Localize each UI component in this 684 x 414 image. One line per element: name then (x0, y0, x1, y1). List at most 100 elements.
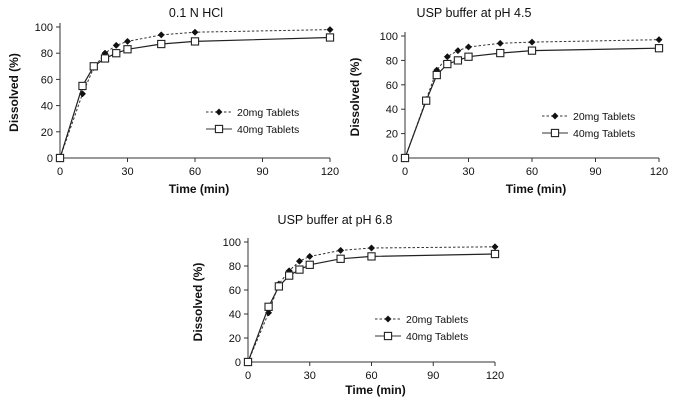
series-line (404, 47, 660, 159)
series-line (404, 39, 660, 159)
legend-label: 40mg Tablets (237, 124, 299, 136)
data-point (464, 43, 473, 51)
series-20mg (401, 36, 663, 162)
legend-label: 40mg Tablets (406, 331, 468, 343)
x-tick-label: 60 (365, 370, 377, 382)
legend-marker (383, 331, 393, 341)
x-axis-title: Time (min) (169, 182, 229, 196)
data-point (157, 39, 166, 49)
series-line (247, 253, 496, 363)
legend-marker (214, 124, 224, 134)
y-tick-label: 60 (386, 80, 398, 92)
data-point (325, 33, 335, 42)
x-tick-label: 0 (402, 166, 408, 178)
x-tick-label: 0 (57, 166, 63, 178)
data-point (264, 302, 273, 311)
data-point (78, 81, 87, 91)
data-point (432, 70, 441, 80)
data-point (422, 96, 431, 105)
legend: 20mg Tablets 40mg Tablets (542, 111, 635, 140)
x-tick-label: 90 (256, 166, 268, 178)
y-tick-label: 40 (386, 104, 398, 116)
legend: 20mg Tablets 40mg Tablets (206, 107, 299, 136)
chart-ph-4-5: USP buffer at pH 4.5 0 20 40 60 80 100 0 30 60 90 1… (348, 6, 668, 196)
data-point (443, 59, 452, 69)
x-tick-label: 0 (245, 370, 251, 382)
series-line (59, 29, 331, 159)
x-tick-label: 90 (589, 166, 601, 178)
y-axis-title: Dissolved (%) (7, 53, 21, 132)
legend-marker (550, 128, 560, 138)
y-tick-label: 20 (229, 333, 241, 345)
y-tick-label: 80 (41, 48, 53, 60)
y-tick-label: 60 (229, 285, 241, 297)
x-tick-label: 30 (304, 370, 316, 382)
data-point (306, 252, 314, 260)
chart-title: USP buffer at pH 4.5 (417, 6, 532, 20)
data-point (55, 153, 65, 163)
y-tick-label: 100 (223, 237, 241, 249)
legend-label: 20mg Tablets (406, 314, 468, 326)
data-point (496, 48, 505, 58)
x-tick-label: 30 (462, 166, 474, 178)
y-tick-label: 40 (229, 309, 241, 321)
data-point (496, 39, 504, 47)
data-point (305, 260, 314, 269)
data-point (112, 49, 121, 58)
data-point (89, 62, 98, 71)
data-point (527, 46, 537, 55)
y-axis-title: Dissolved (%) (348, 58, 362, 137)
y-tick-label: 20 (41, 127, 53, 139)
data-point (400, 153, 410, 163)
chart-title: 0.1 N HCl (169, 6, 223, 20)
y-tick-label: 80 (229, 261, 241, 273)
data-point (654, 44, 664, 53)
y-tick-label: 80 (386, 55, 398, 67)
legend-marker (215, 108, 223, 116)
x-tick-label: 120 (650, 166, 668, 178)
legend-label: 20mg Tablets (237, 107, 299, 119)
data-point (112, 41, 120, 49)
data-point (443, 53, 451, 61)
y-tick-label: 0 (47, 153, 53, 165)
series-20mg (56, 26, 334, 162)
legend-marker (551, 112, 559, 120)
data-point (367, 244, 376, 252)
y-tick-label: 20 (386, 129, 398, 141)
legend-label: 20mg Tablets (573, 111, 635, 123)
series-40mg (55, 33, 335, 163)
data-point (157, 31, 165, 39)
data-point (274, 282, 284, 291)
data-point (491, 243, 499, 251)
x-axis-title: Time (min) (506, 182, 566, 196)
legend: 20mg Tablets 40mg Tablets (375, 314, 468, 343)
series-line (59, 36, 331, 159)
data-point (336, 254, 345, 263)
y-tick-label: 60 (41, 74, 53, 86)
data-point (190, 37, 200, 46)
data-point (123, 45, 132, 54)
y-tick-label: 0 (392, 153, 398, 165)
data-point (295, 257, 304, 265)
series-20mg (244, 243, 499, 366)
x-tick-label: 60 (189, 166, 201, 178)
data-point (123, 37, 132, 45)
series-line (247, 246, 496, 363)
x-axis-title: Time (min) (345, 383, 405, 397)
y-tick-label: 100 (380, 31, 398, 43)
data-point (490, 249, 500, 259)
y-tick-label: 0 (235, 357, 241, 369)
x-tick-label: 90 (427, 370, 439, 382)
data-point (191, 28, 199, 36)
data-point (295, 265, 304, 274)
chart-title: USP buffer at pH 6.8 (278, 213, 393, 227)
legend-marker (384, 315, 392, 323)
legend-label: 40mg Tablets (573, 128, 635, 140)
data-point (326, 26, 334, 34)
data-point (464, 52, 473, 61)
series-40mg (243, 249, 500, 367)
data-point (528, 38, 536, 46)
data-point (285, 271, 294, 280)
data-point (453, 56, 463, 65)
